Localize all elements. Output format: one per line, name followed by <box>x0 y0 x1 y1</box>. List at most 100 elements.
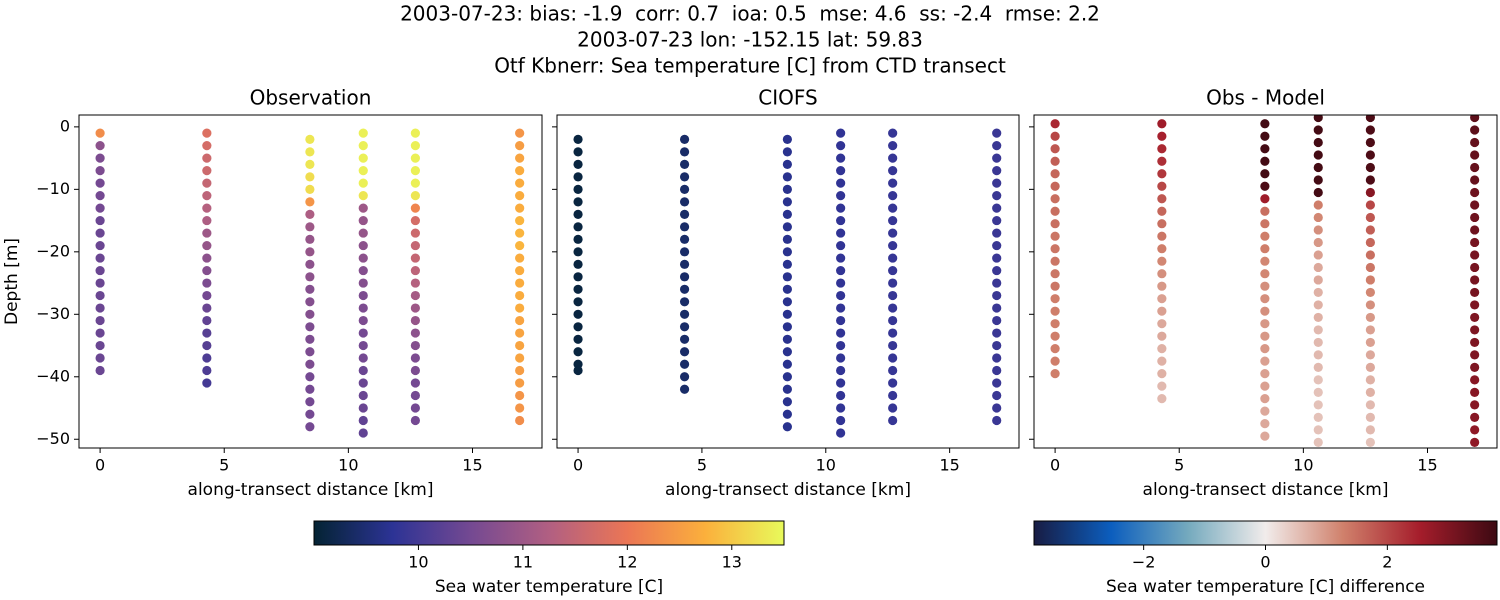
data-point <box>1157 181 1167 191</box>
data-point <box>305 372 315 382</box>
data-point <box>836 178 846 188</box>
data-point <box>992 265 1002 276</box>
x-tick-label: 0 <box>573 456 583 475</box>
data-point <box>358 203 368 213</box>
data-point <box>679 197 690 207</box>
data-point <box>1157 344 1167 354</box>
data-point <box>95 215 105 226</box>
data-point <box>836 353 846 363</box>
data-point <box>1313 400 1323 410</box>
colorbar-tick-label: 11 <box>513 553 533 572</box>
data-point <box>1365 375 1375 385</box>
data-point <box>836 378 846 388</box>
data-point <box>573 322 583 332</box>
data-point <box>836 365 846 376</box>
data-point <box>515 315 525 326</box>
data-point <box>782 172 792 182</box>
data-point <box>1260 194 1270 204</box>
data-point <box>888 378 898 388</box>
data-point <box>515 353 525 363</box>
data-point <box>1470 375 1480 385</box>
data-point <box>888 328 898 338</box>
data-point <box>410 178 420 188</box>
data-point <box>1260 169 1270 179</box>
data-point <box>202 203 212 213</box>
colorbar-tick-label: −2 <box>1132 553 1156 572</box>
data-point <box>992 203 1002 213</box>
data-point <box>202 228 212 238</box>
data-point <box>515 303 525 313</box>
data-point <box>836 166 846 176</box>
data-point <box>836 428 846 438</box>
data-point <box>679 259 690 269</box>
data-point <box>1260 419 1270 429</box>
y-tick-label: −40 <box>36 366 70 385</box>
data-point <box>573 184 583 194</box>
x-tick-label: 0 <box>95 456 105 475</box>
data-point <box>95 365 105 376</box>
data-point <box>358 190 368 201</box>
data-point <box>836 415 846 426</box>
data-point <box>679 134 690 144</box>
data-point <box>1157 169 1167 179</box>
data-point <box>782 272 792 282</box>
data-point <box>1157 194 1167 204</box>
data-point <box>1050 269 1060 279</box>
data-point <box>1050 306 1060 316</box>
data-point <box>358 303 368 313</box>
data-point <box>992 178 1002 188</box>
data-point <box>202 340 212 351</box>
data-point <box>573 284 583 294</box>
data-point <box>836 253 846 263</box>
data-point <box>836 153 846 163</box>
data-point <box>836 290 846 301</box>
data-point <box>410 415 420 426</box>
data-point <box>1260 144 1270 154</box>
data-point <box>305 159 315 169</box>
data-point <box>305 234 315 244</box>
data-point <box>1313 250 1323 260</box>
data-point <box>410 240 420 251</box>
data-point <box>1365 425 1375 435</box>
data-point <box>1470 275 1480 285</box>
data-point <box>202 215 212 226</box>
data-point <box>888 128 898 138</box>
data-point <box>1365 262 1375 273</box>
data-point <box>1157 144 1167 154</box>
data-point <box>679 322 690 332</box>
data-point <box>1157 219 1167 229</box>
data-point <box>305 184 315 194</box>
data-point <box>1050 281 1060 291</box>
data-point <box>1050 131 1060 141</box>
data-point <box>95 190 105 201</box>
data-point <box>992 315 1002 326</box>
data-point <box>573 134 583 144</box>
data-point <box>305 134 315 144</box>
data-point <box>410 353 420 363</box>
data-point <box>1157 306 1167 316</box>
data-point <box>782 409 792 419</box>
data-point <box>1050 344 1060 354</box>
data-point <box>202 190 212 201</box>
data-point <box>888 240 898 251</box>
data-point <box>1260 306 1270 316</box>
data-point <box>515 240 525 251</box>
data-point <box>1313 225 1323 235</box>
data-point <box>836 128 846 138</box>
data-point <box>515 290 525 301</box>
data-point <box>1365 412 1375 422</box>
data-point <box>573 334 583 344</box>
data-point <box>782 334 792 344</box>
data-point <box>1470 175 1480 185</box>
data-point <box>358 253 368 263</box>
data-point <box>836 403 846 413</box>
data-point <box>1313 175 1323 185</box>
data-point <box>410 141 420 151</box>
data-point <box>1470 200 1480 210</box>
data-point <box>358 428 368 438</box>
data-point <box>202 240 212 251</box>
y-tick-label: 0 <box>60 116 70 135</box>
data-point <box>1157 294 1167 304</box>
data-point <box>1313 337 1323 348</box>
data-point <box>95 141 105 151</box>
